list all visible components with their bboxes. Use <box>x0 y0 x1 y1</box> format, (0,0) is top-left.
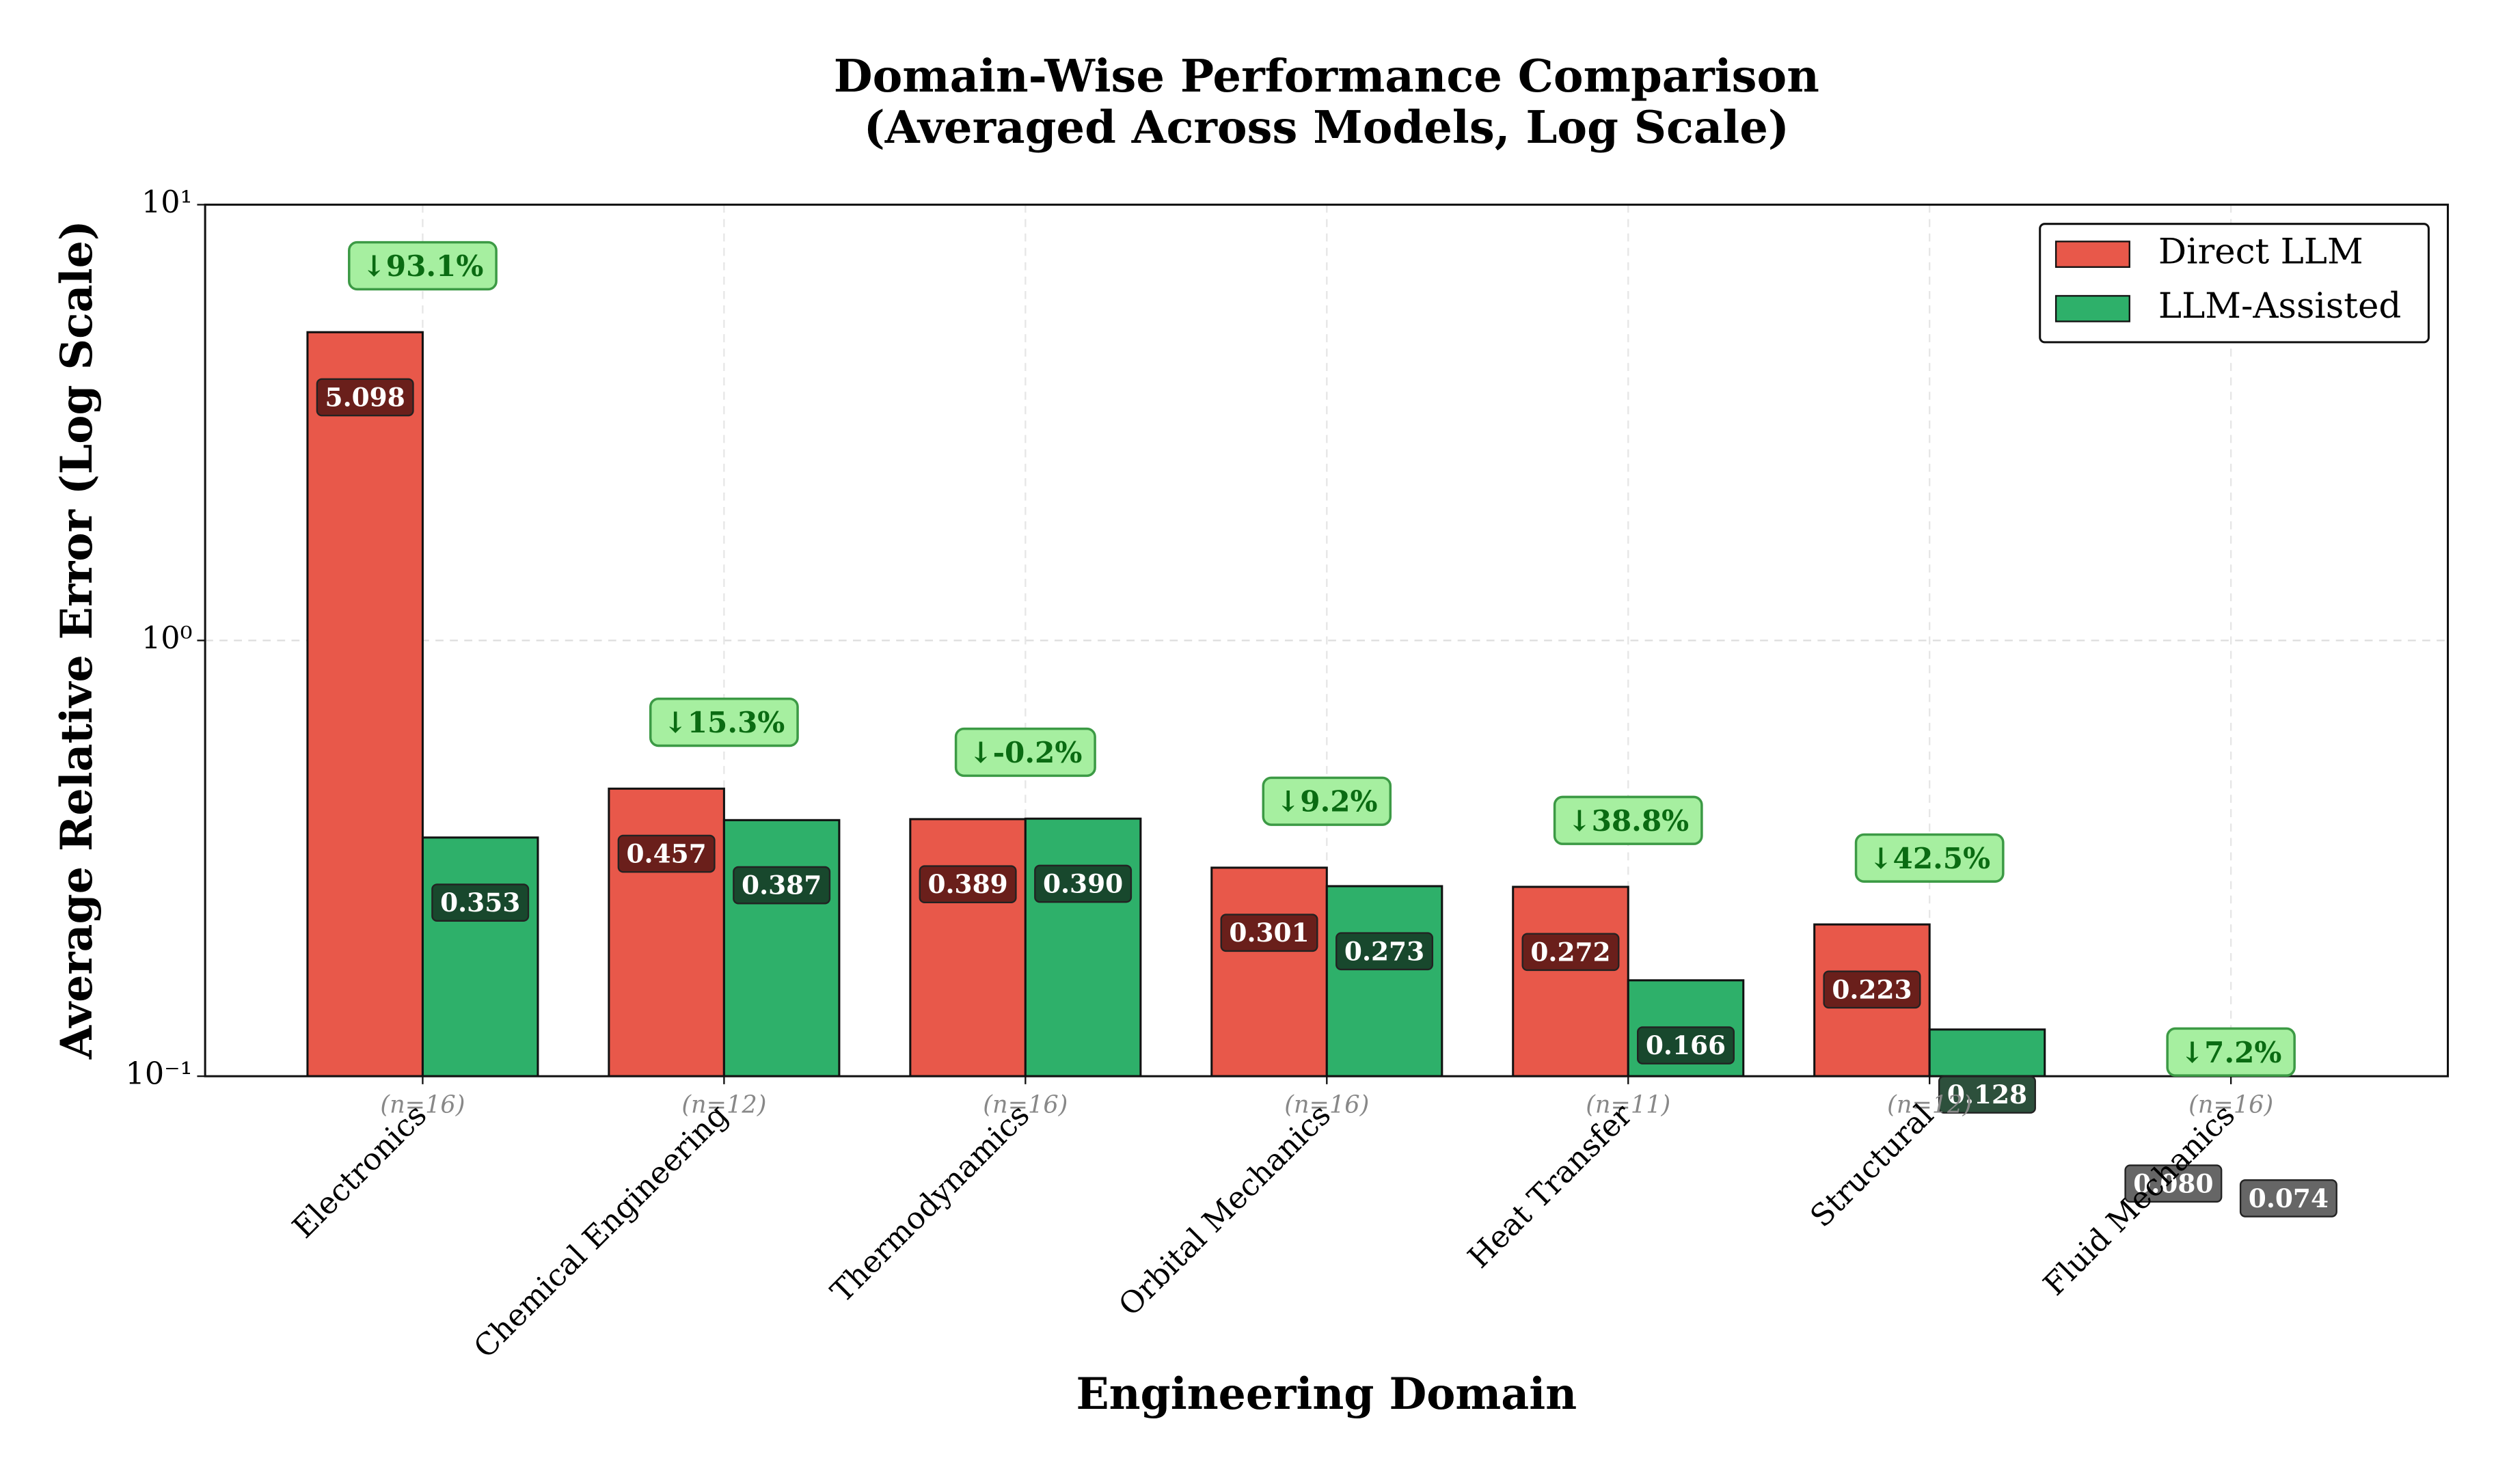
value-label-box <box>2239 1179 2337 1218</box>
value-label-box <box>617 834 716 873</box>
value-label-box <box>733 866 831 905</box>
y-tick-label: 10⁰ <box>141 621 192 656</box>
improvement-box <box>649 697 799 747</box>
value-label: 0.272 <box>1530 937 1610 967</box>
value-label-box <box>1521 933 1620 972</box>
bar <box>1512 885 1629 1077</box>
improvement-box <box>1854 833 2005 883</box>
y-tick-label: 10⁻¹ <box>126 1057 193 1092</box>
value-label: 0.389 <box>927 869 1007 899</box>
value-label: 0.353 <box>440 888 520 918</box>
x-axis-label: Engineering Domain <box>1076 1369 1577 1419</box>
improvement-box <box>954 727 1096 778</box>
value-label-box <box>919 865 1017 904</box>
y-axis-label: Average Relative Error (Log Scale) <box>51 220 102 1060</box>
x-tick-label: Orbital Mechanics <box>1112 1098 1338 1323</box>
bar <box>306 331 424 1077</box>
value-label-box <box>1034 864 1133 903</box>
improvement-label: ↓7.2% <box>2180 1035 2282 1069</box>
bar <box>608 787 725 1077</box>
improvement-label: ↓93.1% <box>362 249 484 283</box>
legend-label: Direct LLM <box>2158 232 2363 273</box>
value-label: 0.387 <box>742 870 822 901</box>
improvement-label: ↓38.8% <box>1567 803 1689 838</box>
y-tick-label: 10¹ <box>141 185 192 220</box>
value-label: 0.128 <box>1947 1080 2027 1110</box>
bar <box>1210 866 1328 1077</box>
legend-swatch <box>2054 294 2130 322</box>
improvement-box <box>2166 1027 2296 1077</box>
value-label: 0.223 <box>1832 974 1912 1004</box>
improvement-box <box>348 241 498 291</box>
sample-size: (n=16) <box>2188 1091 2273 1119</box>
value-label: 0.273 <box>1344 936 1424 966</box>
bar <box>909 818 1027 1077</box>
chart-title: Domain-Wise Performance Comparison <box>834 50 1819 102</box>
value-label: 0.457 <box>627 839 707 869</box>
x-tick-label: Structural <box>1804 1098 1940 1235</box>
x-tick-label: Heat Transfer <box>1461 1097 1639 1275</box>
value-label-box <box>1938 1075 2036 1114</box>
value-label: 5.098 <box>325 382 405 412</box>
x-tick-label: Thermodynamics <box>824 1098 1036 1310</box>
sample-size: (n=16) <box>380 1091 465 1119</box>
bar <box>722 819 841 1077</box>
bars <box>306 331 2046 1077</box>
improvement-label: ↓15.3% <box>663 705 785 739</box>
sample-size: (n=16) <box>983 1091 1068 1119</box>
sample-size: (n=16) <box>1284 1091 1369 1119</box>
improvement-box <box>1262 776 1392 826</box>
improvement-label: ↓-0.2% <box>968 735 1082 769</box>
value-label-box <box>1335 932 1434 971</box>
improvement-label: ↓9.2% <box>1276 784 1378 819</box>
legend-box <box>2039 223 2430 344</box>
legend-label: LLM-Assisted <box>2158 286 2402 327</box>
x-tick-label: Chemical Engineering <box>467 1098 735 1365</box>
legend-swatch <box>2054 241 2130 269</box>
bar <box>421 836 539 1077</box>
value-label: 0.301 <box>1229 918 1309 948</box>
sample-size: (n=11) <box>1586 1091 1670 1119</box>
sample-size: (n=12) <box>1887 1091 1972 1119</box>
improvement-box <box>1553 795 1703 845</box>
value-label-box <box>1637 1026 1735 1064</box>
value-label-box <box>2124 1164 2223 1203</box>
value-label: 0.390 <box>1043 868 1123 898</box>
value-label: 0.074 <box>2249 1183 2329 1213</box>
bar <box>1325 885 1443 1077</box>
value-label-box <box>1220 913 1318 952</box>
value-label: 0.166 <box>1646 1030 1726 1060</box>
value-label-box <box>1823 970 1921 1009</box>
labels: 10⁻¹ 10⁰ 10¹ 5.098 0.457 0.389 0.301 0.272 0.223… <box>126 185 2430 1365</box>
sample-size: (n=12) <box>681 1091 766 1119</box>
value-label-box <box>316 378 414 417</box>
chart-subtitle: (Averaged Across Models, Log Scale) <box>864 101 1789 154</box>
improvement-label: ↓42.5% <box>1869 841 1990 875</box>
bar <box>1928 1028 2046 1077</box>
value-label: 0.080 <box>2133 1168 2213 1198</box>
bar <box>1024 817 1142 1077</box>
x-tick-label: Electronics <box>286 1098 433 1246</box>
grid <box>205 204 2448 1077</box>
value-label-box <box>431 883 530 922</box>
